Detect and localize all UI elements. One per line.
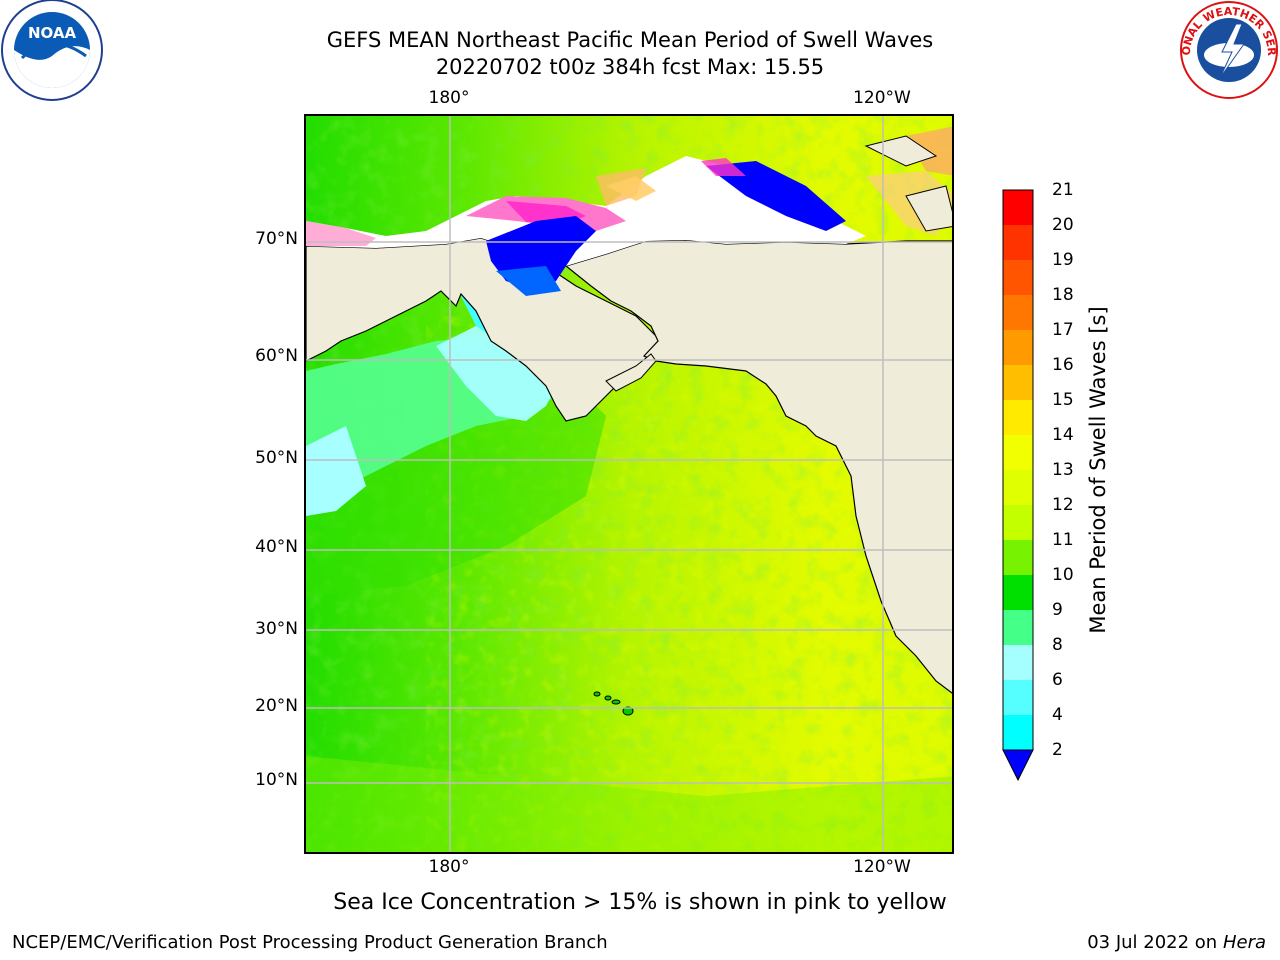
lat-label-10n: 10°N	[255, 770, 298, 790]
colorbar	[1002, 189, 1034, 782]
colorbar-tick-label: 9	[1052, 600, 1063, 620]
chart-subtitle: 20220702 t00z 384h fcst Max: 15.55	[435, 55, 825, 79]
colorbar-tick-label: 18	[1052, 285, 1074, 305]
lon-label-top-180: 180°	[428, 88, 470, 108]
colorbar-segment	[1003, 435, 1033, 470]
lon-label-bottom-120w: 120°W	[853, 857, 911, 877]
colorbar-segment	[1003, 365, 1033, 400]
sea-ice-magenta-beaufort	[701, 158, 746, 176]
lat-label-30n: 30°N	[255, 619, 298, 639]
lat-label-20n: 20°N	[255, 696, 298, 716]
colorbar-segment	[1003, 260, 1033, 295]
colorbar-segment	[1003, 575, 1033, 610]
land-arctic-island-2	[905, 185, 952, 232]
colorbar-tick-label: 4	[1052, 705, 1063, 725]
colorbar-tick-label: 21	[1052, 180, 1074, 200]
colorbar-segment	[1003, 470, 1033, 505]
chart-title: GEFS MEAN Northeast Pacific Mean Period …	[326, 28, 934, 52]
colorbar-segment	[1003, 190, 1033, 225]
map-gridlines	[306, 116, 952, 852]
lat-label-50n: 50°N	[255, 448, 298, 468]
hawaii-islands	[593, 691, 634, 716]
colorbar-segment	[1003, 225, 1033, 260]
nws-logo: NATIONAL WEATHER SERVICE	[1173, 0, 1280, 102]
footer-date-text: 03 Jul 2022 on	[1087, 932, 1223, 953]
colorbar-segment	[1003, 400, 1033, 435]
lat-label-60n: 60°N	[255, 346, 298, 366]
colorbar-tick-label: 14	[1052, 425, 1074, 445]
colorbar-segment	[1003, 330, 1033, 365]
colorbar-segment	[1003, 715, 1033, 750]
lat-label-70n: 70°N	[255, 229, 298, 249]
period-2-4-zone-chukchi	[496, 266, 561, 296]
colorbar-tick-label: 11	[1052, 530, 1074, 550]
colorbar-tick-label: 8	[1052, 635, 1063, 655]
sea-ice-yellow	[606, 176, 656, 201]
colorbar-label: Mean Period of Swell Waves [s]	[1086, 306, 1110, 634]
colorbar-tick-label: 2	[1052, 740, 1063, 760]
footer-credit: NCEP/EMC/Verification Post Processing Pr…	[12, 932, 608, 953]
svg-text:NOAA: NOAA	[28, 24, 77, 42]
colorbar-tick-label: 17	[1052, 320, 1074, 340]
sea-ice-pink-west	[306, 221, 376, 246]
period-2-zone-beaufort	[706, 161, 846, 231]
colorbar-tick-label: 16	[1052, 355, 1074, 375]
colorbar-tick-label: 12	[1052, 495, 1074, 515]
sea-ice-caption: Sea Ice Concentration > 15% is shown in …	[333, 890, 947, 915]
lat-label-40n: 40°N	[255, 537, 298, 557]
colorbar-segment	[1003, 645, 1033, 680]
south-band	[306, 756, 952, 852]
colorbar-segment	[1003, 540, 1033, 575]
colorbar-frame	[1002, 189, 1034, 751]
colorbar-segment	[1003, 610, 1033, 645]
noaa-logo: NOAA	[0, 0, 104, 104]
land-alaska-peninsula	[605, 353, 657, 392]
colorbar-segment	[1003, 505, 1033, 540]
colorbar-tick-label: 10	[1052, 565, 1074, 585]
map-svg	[306, 116, 952, 852]
colorbar-tick-label: 13	[1052, 460, 1074, 480]
colorbar-tick-label: 20	[1052, 215, 1074, 235]
lon-label-top-120w: 120°W	[853, 88, 911, 108]
colorbar-segment	[1003, 680, 1033, 715]
footer-date: 03 Jul 2022 on Hera	[1087, 932, 1266, 953]
map-panel	[304, 114, 954, 854]
lon-label-bottom-180: 180°	[428, 857, 470, 877]
colorbar-tick-label: 19	[1052, 250, 1074, 270]
colorbar-tick-label: 15	[1052, 390, 1074, 410]
colorbar-tick-label: 6	[1052, 670, 1063, 690]
period-8-9-zone-west	[306, 426, 366, 516]
colorbar-segment	[1003, 295, 1033, 330]
footer-machine: Hera	[1222, 932, 1266, 953]
colorbar-extend-min	[1002, 749, 1034, 782]
